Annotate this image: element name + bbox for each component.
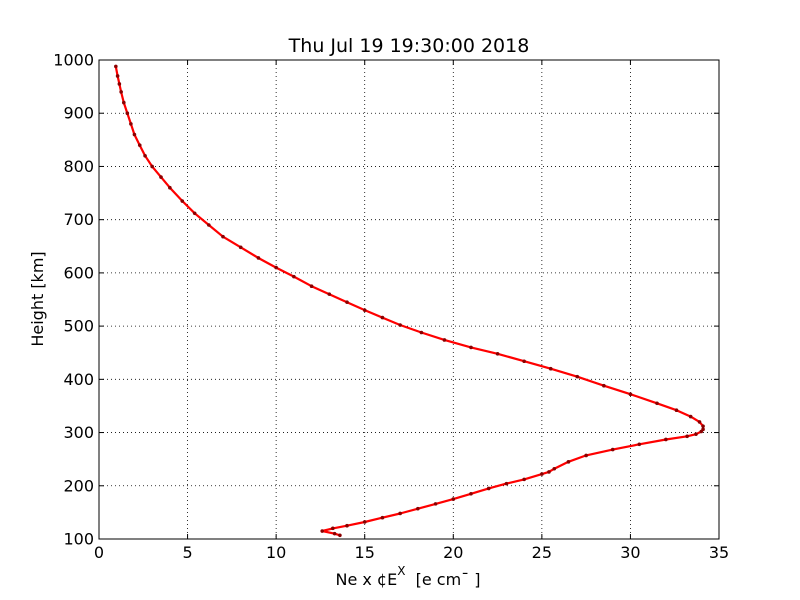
y-axis-label: Height [km] — [28, 251, 47, 346]
y-tick-label: 100 — [63, 530, 94, 549]
data-point — [125, 111, 130, 116]
data-point — [547, 470, 551, 474]
data-point — [688, 414, 693, 419]
y-tick-label: 200 — [63, 476, 94, 495]
data-point — [117, 82, 122, 86]
data-point — [331, 526, 335, 531]
data-point — [168, 185, 172, 190]
data-point — [433, 502, 438, 506]
data-point — [143, 154, 147, 158]
x-axis-label-main: Ne x ¢E — [335, 570, 397, 589]
data-point — [362, 520, 367, 524]
data-point — [115, 74, 120, 78]
data-point — [610, 447, 615, 452]
y-tick-label: 300 — [63, 423, 94, 442]
data-point — [122, 100, 126, 105]
data-point — [552, 466, 557, 471]
x-tick-label: 0 — [94, 543, 104, 562]
data-point — [129, 122, 133, 126]
data-point — [522, 359, 526, 364]
data-point — [159, 175, 163, 179]
x-axis-label: Ne x ¢EX [e cm¯ ] — [335, 564, 480, 589]
y-tick-label: 900 — [63, 104, 94, 123]
data-point — [442, 338, 447, 342]
axis-ticks — [98, 59, 720, 540]
data-point — [637, 442, 642, 447]
data-point — [655, 401, 659, 406]
x-axis-label-unit: [e cm¯ ] — [405, 570, 480, 589]
y-tick-label: 400 — [63, 370, 94, 389]
x-tick-label: 25 — [532, 543, 552, 562]
data-point — [380, 315, 385, 320]
data-point — [504, 481, 509, 486]
data-point — [256, 256, 261, 260]
data-point — [522, 477, 526, 482]
tick-labels: 0 5 10 15 20 25 30 35 100 200 300 400 500 600 700 800 90… — [53, 51, 729, 563]
data-point — [548, 366, 553, 371]
y-tick-label: 700 — [63, 210, 94, 229]
data-point — [362, 308, 367, 312]
data-point — [628, 392, 633, 397]
data-point — [274, 265, 278, 270]
data-point — [119, 90, 123, 94]
data-point — [221, 234, 225, 239]
data-point — [192, 211, 197, 216]
data-point — [238, 245, 243, 250]
x-tick-label: 30 — [620, 543, 640, 562]
data-point — [332, 531, 337, 536]
y-tick-label: 800 — [63, 157, 94, 176]
data-point — [701, 427, 705, 432]
data-point — [416, 506, 420, 511]
data-point — [694, 432, 698, 436]
data-point — [345, 523, 349, 528]
y-tick-label: 600 — [63, 263, 94, 282]
data-point — [566, 460, 571, 464]
data-point — [380, 515, 385, 520]
x-tick-label: 15 — [355, 543, 375, 562]
x-axis-label-sup: X — [397, 564, 405, 578]
data-point — [701, 424, 705, 428]
data-point — [664, 437, 668, 442]
data-point — [132, 132, 137, 137]
data-point — [451, 497, 456, 501]
data-point — [398, 323, 402, 327]
data-point — [327, 292, 332, 296]
y-tick-label: 1000 — [53, 51, 94, 70]
profile-line — [114, 66, 705, 537]
data-point — [469, 491, 473, 496]
data-point — [180, 199, 185, 203]
data-point — [292, 274, 296, 279]
data-point — [309, 284, 314, 288]
x-tick-label: 5 — [182, 543, 192, 562]
data-point — [137, 143, 142, 147]
y-tick-label: 500 — [63, 317, 94, 336]
data-point — [398, 511, 402, 516]
data-point — [674, 408, 679, 413]
series-group — [114, 64, 705, 538]
data-point — [320, 529, 325, 533]
data-point — [685, 434, 689, 439]
data-point — [469, 345, 473, 350]
data-point — [540, 472, 544, 476]
data-point — [495, 351, 500, 356]
x-tick-label: 20 — [443, 543, 463, 562]
data-point — [150, 164, 154, 169]
grid-lines — [99, 60, 719, 539]
data-point — [345, 300, 349, 304]
data-point — [602, 383, 606, 388]
data-point — [207, 223, 211, 227]
chart-title: Thu Jul 19 19:30:00 2018 — [288, 35, 530, 57]
x-tick-label: 10 — [266, 543, 286, 562]
plot-frame — [98, 59, 720, 540]
data-point — [486, 486, 491, 491]
data-point — [419, 330, 424, 335]
data-point — [697, 420, 702, 424]
data-point — [338, 533, 342, 538]
x-tick-label: 35 — [709, 543, 729, 562]
data-point — [575, 374, 580, 379]
data-point — [584, 453, 588, 458]
data-point — [114, 64, 118, 69]
